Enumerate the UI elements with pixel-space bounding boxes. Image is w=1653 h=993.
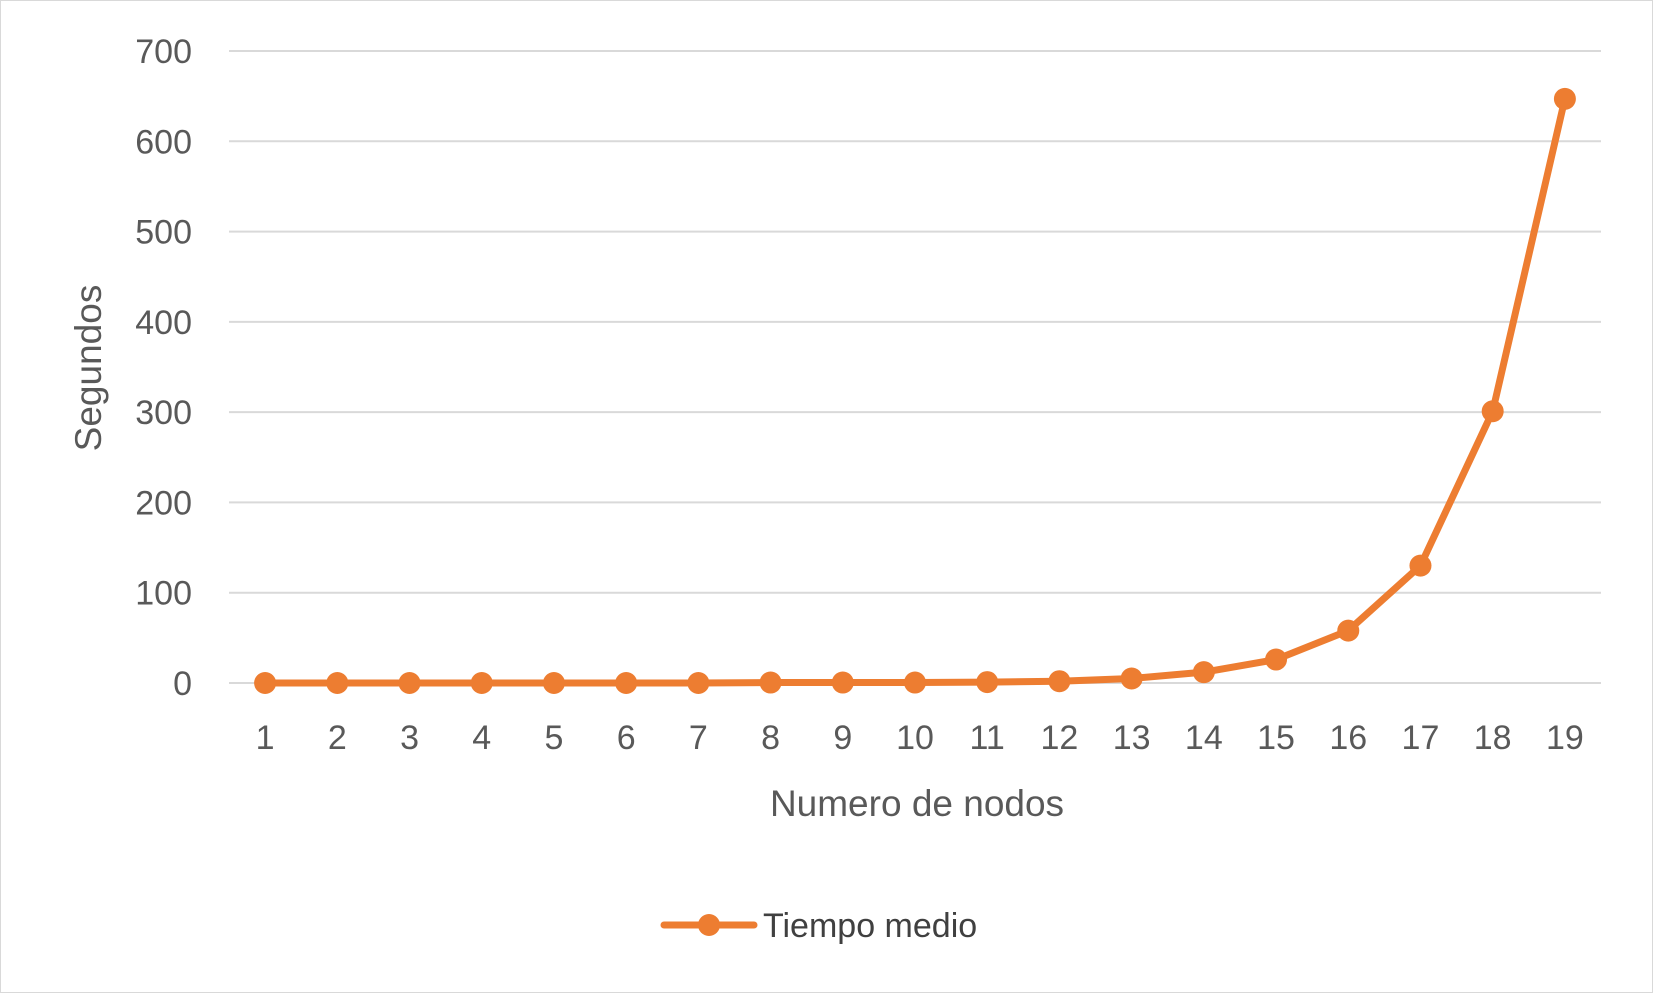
x-tick-label-10: 10 (896, 719, 934, 757)
y-tick-label-300: 300 (135, 394, 192, 432)
data-point-19[interactable] (1553, 87, 1576, 110)
x-tick-label-6: 6 (617, 719, 636, 757)
x-tick-label-3: 3 (400, 719, 419, 757)
y-axis-title: Segundos (68, 285, 109, 452)
data-point-10[interactable] (904, 671, 926, 694)
x-tick-label-7: 7 (689, 719, 708, 757)
x-tick-label-16: 16 (1329, 719, 1367, 757)
x-tick-label-9: 9 (833, 719, 852, 757)
legend-entry-tiempo-medio: Tiempo medio (763, 907, 977, 945)
data-point-2[interactable] (326, 672, 349, 694)
x-tick-label-8: 8 (761, 719, 780, 757)
data-point-17[interactable] (1409, 554, 1432, 577)
data-point-6[interactable] (615, 672, 638, 694)
y-tick-label-400: 400 (135, 304, 192, 342)
y-tick-label-200: 200 (135, 484, 192, 522)
data-point-3[interactable] (398, 672, 421, 694)
data-point-14[interactable] (1192, 661, 1215, 684)
gridlines (229, 50, 1601, 684)
x-tick-label-5: 5 (544, 719, 563, 757)
y-tick-label-700: 700 (135, 33, 192, 71)
x-tick-label-1: 1 (256, 719, 275, 757)
series-line-tiempo-medio (261, 95, 1569, 687)
x-axis-ticks: 1 2 3 4 5 6 7 8 9 10 11 12 13 14 15 16 17 18 19 (256, 719, 1584, 757)
x-axis-title: Numero de nodos (770, 783, 1064, 824)
x-tick-label-18: 18 (1474, 719, 1512, 757)
data-point-1[interactable] (254, 672, 277, 694)
data-point-4[interactable] (470, 672, 493, 694)
x-tick-label-11: 11 (970, 719, 1005, 757)
y-tick-label-600: 600 (135, 123, 192, 161)
y-axis-ticks: 0 100 200 300 400 500 600 700 (135, 33, 192, 703)
x-tick-label-12: 12 (1041, 719, 1079, 757)
data-point-16[interactable] (1337, 619, 1360, 642)
data-point-5[interactable] (542, 672, 565, 694)
series-layer (254, 87, 1576, 694)
x-tick-label-13: 13 (1113, 719, 1151, 757)
x-tick-label-2: 2 (328, 719, 347, 757)
legend[interactable]: Tiempo medio (660, 907, 977, 945)
data-point-12[interactable] (1048, 670, 1071, 693)
data-point-7[interactable] (687, 672, 710, 694)
x-tick-label-17: 17 (1402, 719, 1440, 757)
data-point-15[interactable] (1265, 648, 1288, 671)
x-tick-label-4: 4 (472, 719, 491, 757)
legend-marker-swatch (698, 914, 720, 936)
x-tick-label-14: 14 (1185, 719, 1223, 757)
data-point-18[interactable] (1481, 400, 1504, 423)
data-point-13[interactable] (1120, 667, 1143, 690)
y-tick-label-500: 500 (135, 214, 192, 252)
y-tick-label-0: 0 (173, 665, 192, 703)
data-point-11[interactable] (976, 671, 999, 694)
data-point-8[interactable] (759, 671, 782, 694)
y-tick-label-100: 100 (135, 575, 192, 613)
data-point-9[interactable] (831, 671, 854, 694)
x-tick-label-19: 19 (1546, 719, 1584, 757)
x-tick-label-15: 15 (1257, 719, 1295, 757)
